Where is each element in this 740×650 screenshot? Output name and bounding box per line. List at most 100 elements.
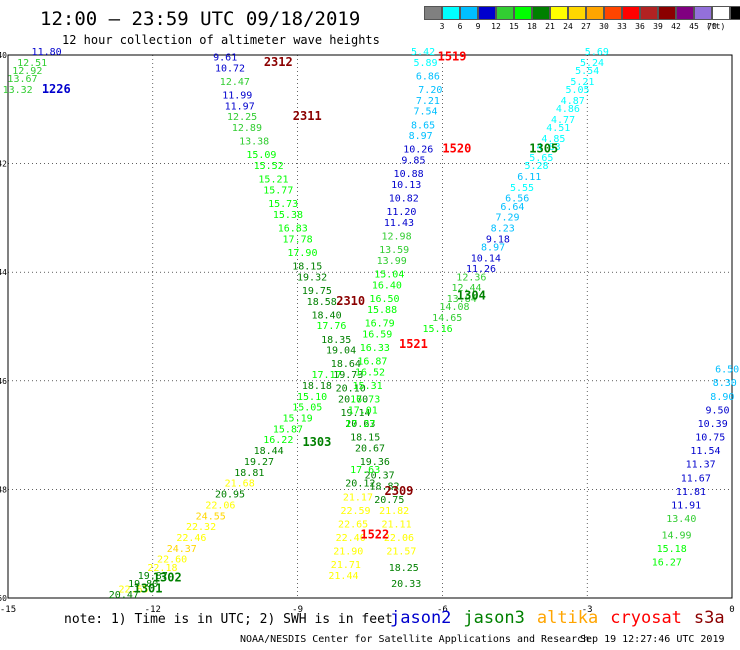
wave-height-label: 19.32 [297, 272, 327, 283]
x-tick-label: -15 [0, 605, 16, 615]
track-id-label: 2310 [336, 294, 365, 308]
wave-height-label: 5.21 [570, 77, 594, 88]
wave-height-label: 17.17 [312, 370, 342, 381]
wave-height-label: 10.13 [391, 180, 421, 191]
wave-height-label: 15.88 [367, 305, 397, 316]
wave-height-label: 22.65 [118, 585, 148, 596]
wave-height-label: 4.85 [541, 134, 565, 145]
color-scale-tick-label: 12 [491, 22, 501, 31]
wave-height-label: 17.63 [350, 465, 380, 476]
wave-height-label: 5.65 [529, 153, 553, 164]
wave-height-label: 16.27 [652, 557, 682, 568]
wave-height-label: 20.70 [338, 395, 368, 406]
wave-height-label: 7.29 [496, 213, 520, 224]
wave-height-label: 11.81 [676, 487, 706, 498]
wave-height-label: 8.65 [411, 120, 435, 131]
wave-height-label: 7.20 [418, 85, 442, 96]
wave-height-label: 16.22 [263, 435, 293, 446]
wave-height-label: 16.83 [278, 223, 308, 234]
color-scale-tick-label: 21 [545, 22, 555, 31]
wave-height-label: 16.40 [372, 280, 402, 291]
color-scale-cell [586, 6, 604, 20]
track-id-label: 1303 [302, 435, 331, 449]
wave-height-label: 24.55 [196, 511, 226, 522]
track-id-label: 2312 [264, 55, 293, 69]
y-tick-label: -40 [0, 51, 7, 60]
track-id-label: 1304 [457, 288, 486, 302]
wave-height-label: 11.97 [225, 101, 255, 112]
wave-height-label: 17.01 [348, 405, 378, 416]
wave-height-label: 20.47 [109, 590, 139, 601]
x-tick-label: -3 [582, 605, 593, 615]
wave-height-label: 15.19 [283, 414, 313, 425]
wave-height-label: 11.43 [384, 218, 414, 229]
legend-item-cryosat: cryosat [610, 608, 682, 628]
wave-height-label: 22.06 [205, 500, 235, 511]
track-id-label: 1305 [529, 142, 558, 156]
wave-height-label: 15.77 [263, 185, 293, 196]
track-id-label: 2309 [385, 484, 414, 498]
wave-height-label: 21.57 [386, 547, 416, 558]
legend-item-altika: altika [536, 608, 599, 628]
wave-height-label: 22.32 [186, 522, 216, 533]
wave-height-label: 16.59 [362, 329, 392, 340]
wave-height-label: 18.35 [321, 335, 351, 346]
wave-height-label: 22.60 [157, 555, 187, 566]
wave-height-label: 13.99 [377, 256, 407, 267]
wave-height-label: 6.64 [500, 202, 524, 213]
wave-height-label: 20.63 [345, 419, 375, 430]
color-scale-tick-label: 27 [581, 22, 591, 31]
wave-height-label: 11.91 [671, 500, 701, 511]
wave-height-label: 16.50 [369, 294, 399, 305]
wave-height-label: 19.75 [302, 286, 332, 297]
color-scale-tick-label: 42 [671, 22, 681, 31]
wave-height-label: 8.30 [713, 378, 737, 389]
color-scale-tick-label: 30 [599, 22, 609, 31]
wave-height-label: 12.98 [381, 232, 411, 243]
wave-height-label: 18.82 [369, 481, 399, 492]
wave-height-label: 4.83 [537, 142, 561, 153]
wave-height-label: 4.77 [551, 115, 575, 126]
track-id-label: 2311 [293, 109, 322, 123]
y-tick-label: -50 [0, 594, 7, 603]
plot-frame [7, 54, 733, 599]
wave-height-label: 20.12 [345, 479, 375, 490]
color-scale-cell [622, 6, 640, 20]
wave-height-label: 6.56 [505, 194, 529, 205]
wave-height-label: 5.28 [524, 161, 548, 172]
track-id-label: 1522 [360, 527, 389, 541]
y-tick-label: -42 [0, 160, 7, 169]
wave-height-label: 20.67 [355, 443, 385, 454]
wave-height-label: 16.79 [365, 319, 395, 330]
wave-height-label: 16.52 [355, 367, 385, 378]
wave-height-label: 11.67 [681, 473, 711, 484]
track-id-label: 1302 [153, 571, 182, 585]
footer-note: note: 1) Time is in UTC; 2) SWH is in fe… [64, 612, 393, 627]
wave-height-label: 11.80 [32, 47, 62, 58]
wave-height-label: 20.37 [365, 471, 395, 482]
wave-height-label: 4.86 [556, 104, 580, 115]
wave-height-label: 15.21 [258, 175, 288, 186]
wave-height-label: 6.11 [517, 172, 541, 183]
wave-height-label: 12.89 [232, 123, 262, 134]
wave-height-label: 19.87 [138, 571, 168, 582]
wave-height-label: 22.06 [384, 533, 414, 544]
color-scale-cell [460, 6, 478, 20]
wave-height-label: 12.51 [17, 58, 47, 69]
wave-height-label: 15.38 [273, 210, 303, 221]
color-scale-cell [712, 6, 730, 20]
wave-height-label: 13.32 [3, 85, 33, 96]
wave-height-label: 12.47 [220, 77, 250, 88]
color-scale-cell [676, 6, 694, 20]
y-tick-label: -46 [0, 377, 7, 386]
wave-height-label: 21.44 [328, 571, 358, 582]
generation-timestamp: Sep 19 12:27:46 UTC 2019 [580, 634, 725, 645]
wave-height-label: 14.99 [661, 530, 691, 541]
wave-height-label: 11.99 [222, 90, 252, 101]
wave-height-label: 11.26 [466, 264, 496, 275]
wave-height-label: 18.81 [234, 468, 264, 479]
wave-height-label: 11.20 [386, 207, 416, 218]
wave-height-label: 4.51 [546, 123, 570, 134]
color-scale-tick-label: 39 [653, 22, 663, 31]
color-scale-tick-label: 15 [509, 22, 519, 31]
